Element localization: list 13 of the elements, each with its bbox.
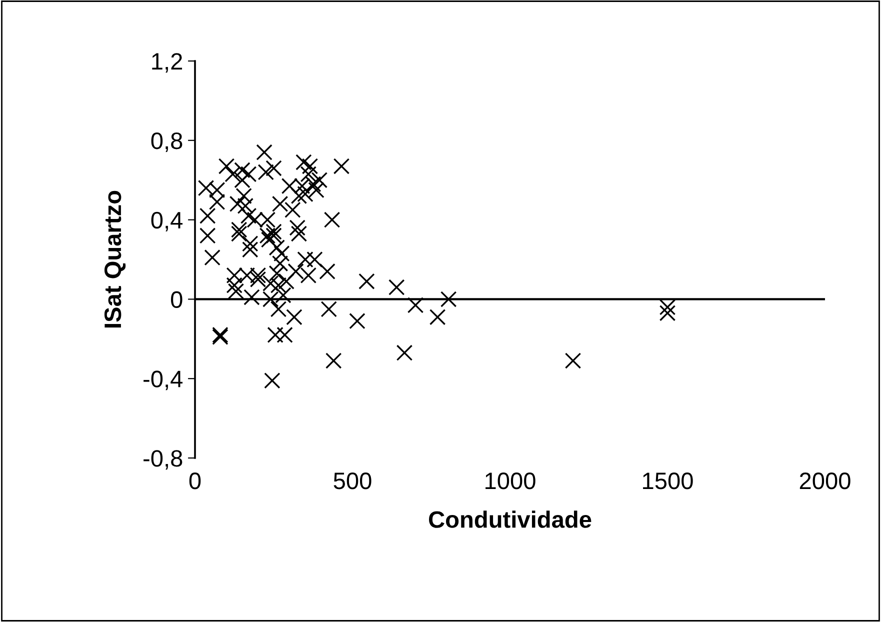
x-tick-label: 1500 xyxy=(643,472,693,490)
x-tick-label: 500 xyxy=(334,472,372,490)
x-tick-label: 1000 xyxy=(486,472,536,490)
y-tick-label: 0,4 xyxy=(151,212,183,232)
x-axis-title: Condutividade xyxy=(428,510,592,528)
y-tick-label: -0,8 xyxy=(144,450,182,470)
y-tick-label: 1,2 xyxy=(152,53,182,73)
x-tick-label: 0 xyxy=(189,472,201,490)
x-tick-label: 2000 xyxy=(800,472,850,490)
y-tick-label: -0,4 xyxy=(144,370,183,390)
y-axis-title: ISat Quartzo xyxy=(104,190,126,328)
y-tick-label: 0 xyxy=(170,291,182,308)
y-tick-label: 0,8 xyxy=(151,132,182,152)
